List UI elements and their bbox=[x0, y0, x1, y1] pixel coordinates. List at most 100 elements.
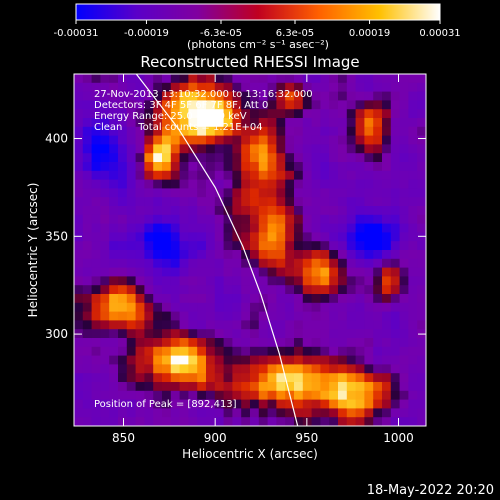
heatmap-cell bbox=[250, 109, 260, 119]
heatmap-cell bbox=[74, 276, 84, 286]
heatmap-cell bbox=[170, 355, 180, 365]
heatmap-cell bbox=[162, 302, 172, 312]
heatmap-cell bbox=[162, 74, 172, 84]
heatmap-cell bbox=[100, 294, 110, 304]
heatmap-cell bbox=[109, 382, 119, 392]
heatmap-cell bbox=[109, 188, 119, 198]
heatmap-cell bbox=[144, 135, 154, 145]
heatmap-cell bbox=[373, 258, 383, 268]
heatmap-cell bbox=[197, 346, 207, 356]
heatmap-cell bbox=[109, 258, 119, 268]
heatmap-cell bbox=[338, 276, 348, 286]
heatmap-cell bbox=[258, 223, 268, 233]
heatmap-cell bbox=[188, 223, 198, 233]
heatmap-cell bbox=[126, 188, 136, 198]
heatmap-cell bbox=[82, 188, 92, 198]
heatmap-cell bbox=[329, 100, 339, 110]
heatmap-cell bbox=[364, 126, 374, 136]
heatmap-cell bbox=[302, 285, 312, 295]
heatmap-cell bbox=[144, 82, 154, 92]
heatmap-cell bbox=[285, 100, 295, 110]
heatmap-cell bbox=[399, 408, 409, 418]
heatmap-cell bbox=[74, 338, 84, 348]
heatmap-cell bbox=[232, 197, 242, 207]
heatmap-cell bbox=[399, 329, 409, 339]
heatmap-cell bbox=[188, 153, 198, 163]
heatmap-cell bbox=[214, 91, 224, 101]
heatmap-cell bbox=[206, 258, 216, 268]
heatmap-cell bbox=[399, 188, 409, 198]
heatmap-cell bbox=[241, 118, 251, 128]
heatmap-cell bbox=[382, 346, 392, 356]
heatmap-cell bbox=[232, 179, 242, 189]
heatmap-cell bbox=[241, 408, 251, 418]
heatmap-cell bbox=[285, 382, 295, 392]
heatmap-cell bbox=[302, 302, 312, 312]
heatmap-cell bbox=[162, 276, 172, 286]
heatmap-cell bbox=[144, 126, 154, 136]
heatmap-cell bbox=[390, 74, 400, 84]
heatmap-cell bbox=[118, 417, 128, 426]
heatmap-cell bbox=[206, 91, 216, 101]
heatmap-cell bbox=[74, 417, 84, 426]
heatmap-cell bbox=[232, 223, 242, 233]
heatmap-cell bbox=[338, 364, 348, 374]
heatmap-cell bbox=[338, 91, 348, 101]
heatmap-cell bbox=[126, 206, 136, 216]
heatmap-image bbox=[74, 74, 426, 426]
heatmap-cell bbox=[408, 320, 418, 330]
heatmap-cell bbox=[276, 126, 286, 136]
heatmap-cell bbox=[206, 82, 216, 92]
heatmap-cell bbox=[162, 206, 172, 216]
heatmap-cell bbox=[285, 250, 295, 260]
heatmap-cell bbox=[302, 206, 312, 216]
heatmap-cell bbox=[258, 82, 268, 92]
heatmap-cell bbox=[126, 355, 136, 365]
heatmap-cell bbox=[109, 241, 119, 251]
heatmap-cell bbox=[364, 408, 374, 418]
heatmap-cell bbox=[144, 382, 154, 392]
heatmap-cell bbox=[100, 338, 110, 348]
heatmap-cell bbox=[179, 338, 189, 348]
heatmap-cell bbox=[179, 135, 189, 145]
heatmap-cell bbox=[250, 214, 260, 224]
heatmap-cell bbox=[382, 258, 392, 268]
heatmap-cell bbox=[74, 100, 84, 110]
heatmap-cell bbox=[126, 364, 136, 374]
heatmap-cell bbox=[135, 408, 145, 418]
heatmap-cell bbox=[417, 232, 426, 242]
heatmap-cell bbox=[206, 364, 216, 374]
heatmap-cell bbox=[276, 267, 286, 277]
heatmap-cell bbox=[329, 250, 339, 260]
heatmap-cell bbox=[408, 126, 418, 136]
heatmap-cell bbox=[223, 82, 233, 92]
heatmap-cell bbox=[355, 197, 365, 207]
heatmap-cell bbox=[223, 144, 233, 154]
heatmap-cell bbox=[91, 320, 101, 330]
heatmap-cell bbox=[408, 162, 418, 172]
heatmap-cell bbox=[258, 302, 268, 312]
heatmap-cell bbox=[144, 408, 154, 418]
heatmap-cell bbox=[109, 126, 119, 136]
heatmap-cell bbox=[214, 285, 224, 295]
heatmap-cell bbox=[241, 144, 251, 154]
heatmap-cell bbox=[144, 74, 154, 84]
heatmap-cell bbox=[276, 206, 286, 216]
heatmap-cell bbox=[82, 144, 92, 154]
heatmap-cell bbox=[197, 267, 207, 277]
heatmap-cell bbox=[126, 399, 136, 409]
heatmap-cell bbox=[74, 126, 84, 136]
heatmap-cell bbox=[170, 162, 180, 172]
heatmap-cell bbox=[153, 91, 163, 101]
heatmap-cell bbox=[250, 241, 260, 251]
heatmap-cell bbox=[417, 258, 426, 268]
heatmap-cell bbox=[91, 276, 101, 286]
heatmap-cell bbox=[241, 82, 251, 92]
heatmap-cell bbox=[223, 197, 233, 207]
heatmap-cell bbox=[390, 250, 400, 260]
heatmap-cell bbox=[258, 214, 268, 224]
heatmap-cell bbox=[118, 267, 128, 277]
heatmap-cell bbox=[82, 197, 92, 207]
heatmap-cell bbox=[109, 408, 119, 418]
heatmap-cell bbox=[285, 232, 295, 242]
